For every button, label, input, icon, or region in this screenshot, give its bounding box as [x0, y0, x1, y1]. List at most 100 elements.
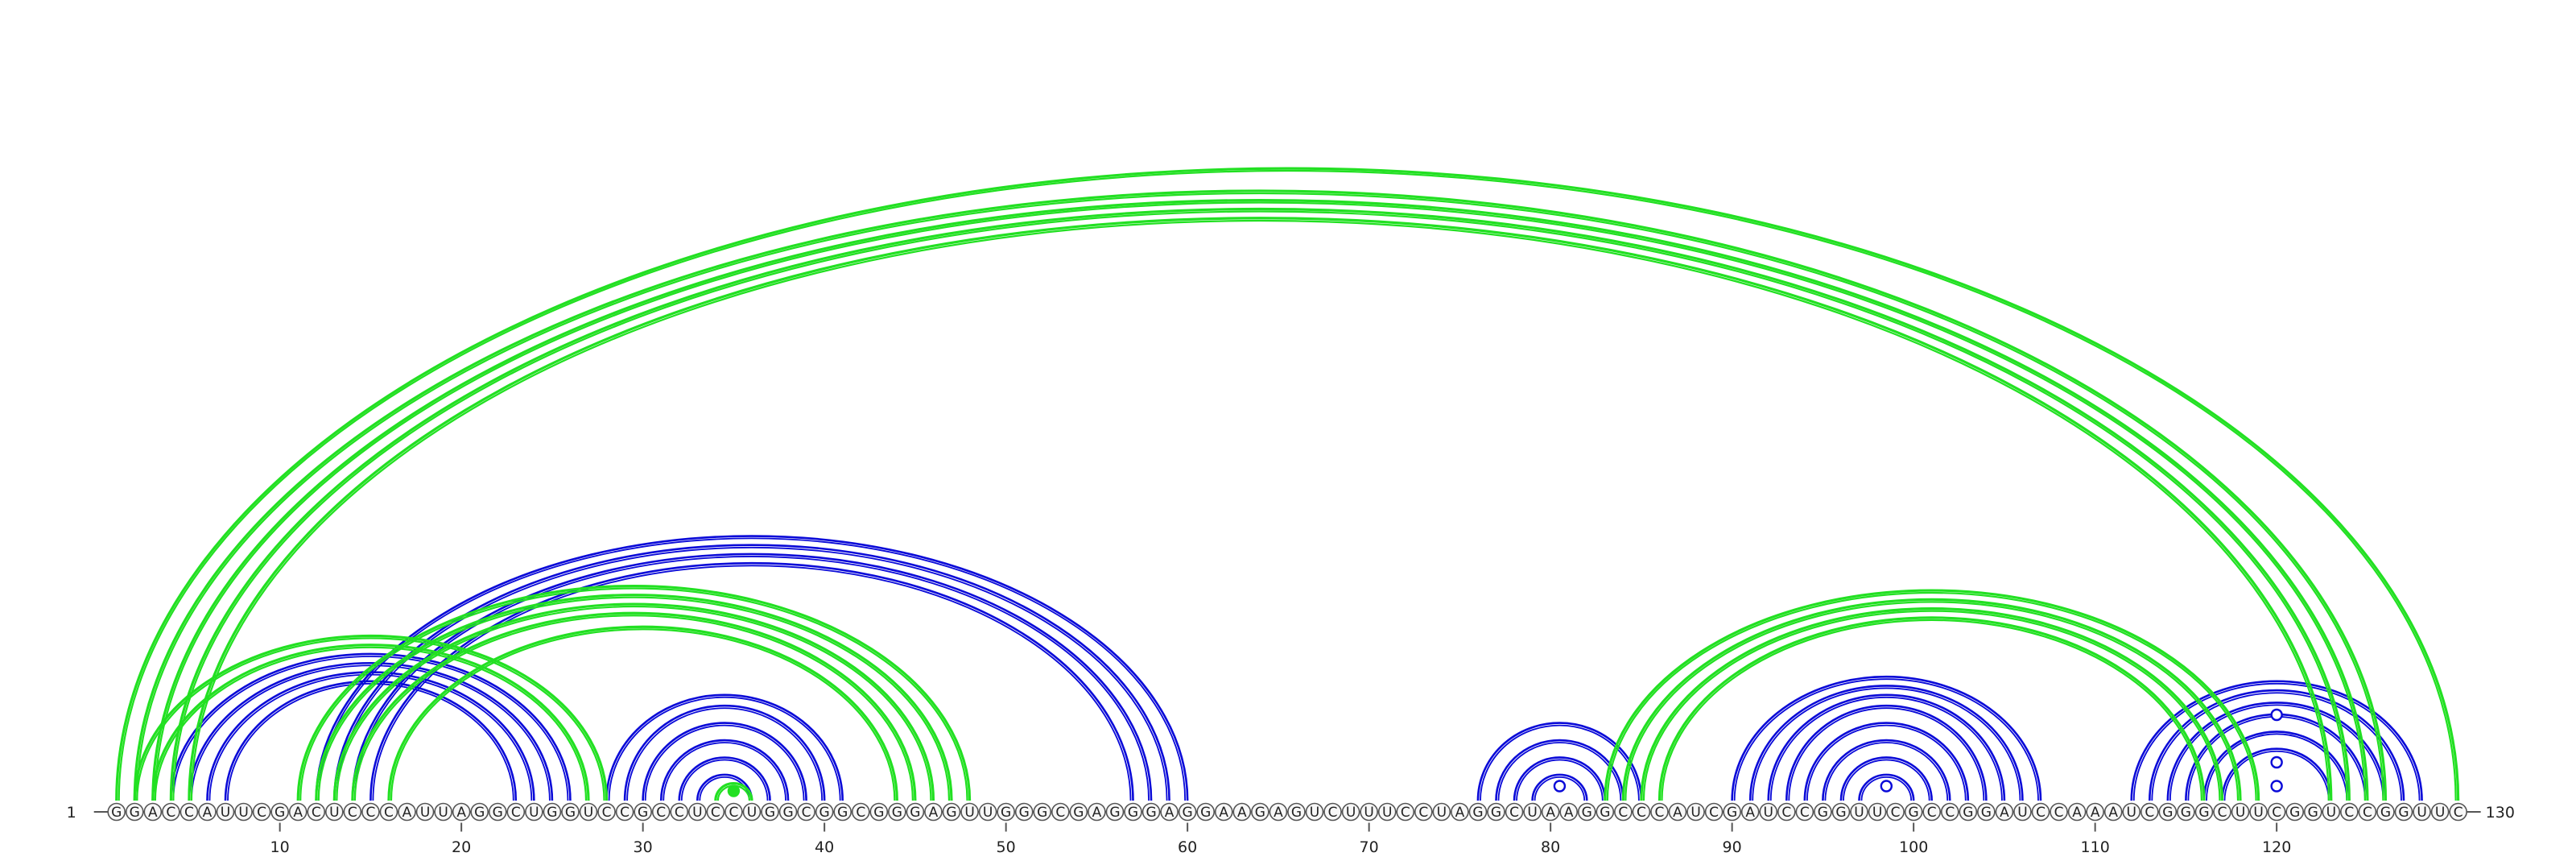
nucleotide-56: G — [1105, 802, 1125, 822]
nucleotide-circle — [525, 802, 543, 822]
nucleotide-letter: C — [2145, 805, 2154, 821]
nucleotide-letter: C — [312, 805, 321, 821]
nucleotide-circle — [1487, 802, 1505, 822]
nucleotide-letter: C — [1509, 805, 1519, 821]
tick-label-60: 60 — [1178, 838, 1197, 856]
nucleotide-letter: C — [2218, 805, 2227, 821]
nucleotide-letter: G — [1472, 805, 1483, 821]
nucleotide-4: C — [162, 802, 180, 822]
blue-hairpin-98-arc-inner-90-107 — [1733, 678, 2039, 801]
tick-label-90: 90 — [1723, 838, 1742, 856]
nucleotide-letter: C — [856, 805, 865, 821]
nucleotide-letter: G — [2398, 805, 2409, 821]
green-long-range-arc-1-130 — [115, 167, 2460, 801]
nucleotide-letter: G — [547, 805, 557, 821]
nucleotide-circle — [1251, 802, 1269, 822]
nucleotide-102: C — [1940, 802, 1959, 822]
nucleotide-letter: G — [1818, 805, 1828, 821]
tick-label-30: 30 — [634, 838, 653, 856]
nucleotide-letter: A — [1237, 805, 1247, 821]
green-long-range-arc-3-125 — [151, 198, 2369, 801]
nucleotide-circle — [1904, 802, 1923, 822]
blue-helix-a-arc-inner-6-24 — [208, 673, 533, 801]
nucleotide-letter: G — [1491, 805, 1501, 821]
green-helix-mid-arc-16-44 — [387, 625, 898, 801]
nucleotide-21: G — [470, 802, 489, 822]
nucleotide-letter: C — [729, 805, 738, 821]
nucleotide-circle — [1868, 802, 1887, 822]
nucleotide-letter: C — [2054, 805, 2064, 821]
nucleotide-circle — [180, 802, 199, 822]
nucleotide-letter: C — [675, 805, 684, 821]
nucleotide-circle — [2376, 802, 2395, 822]
nucleotide-18: U — [415, 802, 435, 822]
nucleotide-circle — [2177, 802, 2195, 822]
nucleotide-circle — [252, 802, 271, 822]
nucleotide-letter: C — [620, 805, 630, 821]
nucleotide-letter: C — [348, 805, 357, 821]
nucleotide-50: G — [997, 802, 1015, 822]
nucleotide-43: G — [869, 802, 889, 822]
nucleotide-letter: G — [819, 805, 830, 821]
nucleotide-letter: A — [1455, 805, 1465, 821]
nucleotide-letter: C — [802, 805, 811, 821]
nucleotide-117: C — [2213, 802, 2231, 822]
nucleotide-1: G — [107, 802, 126, 822]
nucleotide-circle — [1959, 802, 1978, 822]
nucleotide-54: G — [1069, 802, 1088, 822]
nucleotide-letter: U — [2017, 805, 2027, 821]
nucleotide-125: C — [2358, 802, 2377, 822]
nucleotide-31: C — [651, 802, 671, 822]
nucleotide-letter: C — [2036, 805, 2046, 821]
blue-hairpin-120-arc-inner-113-127 — [2151, 692, 2402, 801]
nucleotide-letter: U — [1690, 805, 1700, 821]
nucleotide-42: C — [851, 802, 870, 822]
nucleotide-82: G — [1577, 802, 1596, 822]
nucleotide-78: C — [1505, 802, 1524, 822]
nucleotide-99: C — [1886, 802, 1905, 822]
blue-hairpin-33-arc-29-40 — [623, 704, 826, 801]
nucleotide-75: A — [1451, 802, 1469, 822]
nucleotide-letter: U — [238, 805, 248, 821]
nucleotide-115: G — [2177, 802, 2195, 822]
nucleotide-90: G — [1723, 802, 1741, 822]
nucleotide-3: A — [143, 802, 163, 822]
arcs-layer — [115, 167, 2460, 801]
nucleotide-letter: U — [1437, 805, 1447, 821]
nucleotide-112: U — [2122, 802, 2141, 822]
nucleotide-circle — [1777, 802, 1796, 822]
nucleotide-89: C — [1704, 802, 1724, 822]
blue-hairpin-98-arc-inner-91-106 — [1752, 687, 2021, 801]
nucleotide-100: G — [1904, 802, 1923, 822]
nucleotide-circle — [107, 802, 126, 822]
nucleotide-116: G — [2194, 802, 2214, 822]
nucleotide-letter: G — [946, 805, 956, 821]
green-helix-mid-arc-14-45 — [351, 611, 917, 801]
blue-helix-b-arc-15-57 — [369, 561, 1134, 801]
nucleotide-circle — [1377, 802, 1397, 822]
nucleotide-letter: U — [2127, 805, 2136, 821]
blue-hairpin-98-arc-92-105 — [1767, 693, 2006, 801]
nucleotide-letter: G — [1128, 805, 1138, 821]
nucleotide-circle — [488, 802, 507, 822]
nucleotide-124: C — [2340, 802, 2359, 822]
green-long-range-arc-2-126 — [133, 189, 2388, 801]
nucleotide-letter: G — [873, 805, 884, 821]
axis-ticks: 10 20 30 40 50 60 70 80 90 100 110 120 — [270, 822, 2291, 856]
nucleotide-circle — [1523, 802, 1542, 822]
open-marker-1 — [1553, 780, 1567, 793]
tick-label-10: 10 — [270, 838, 290, 856]
nucleotide-circle — [1759, 802, 1778, 822]
nucleotide-letter: G — [910, 805, 920, 821]
nucleotide-circle — [1287, 802, 1306, 822]
nucleotide-letter: G — [275, 805, 285, 821]
nucleotide-letter: C — [1055, 805, 1065, 821]
blue-hairpin-98-arc-inner-95-102 — [1824, 742, 1949, 801]
nucleotide-circle — [2449, 802, 2467, 822]
nucleotide-circle — [2322, 802, 2341, 822]
nucleotide-letter: A — [456, 805, 466, 821]
nucleotide-circle — [2413, 802, 2431, 822]
nucleotide-letter: A — [402, 805, 412, 821]
blue-hairpin-80-arc-76-85 — [1476, 722, 1643, 801]
nucleotide-121: G — [2285, 802, 2304, 822]
